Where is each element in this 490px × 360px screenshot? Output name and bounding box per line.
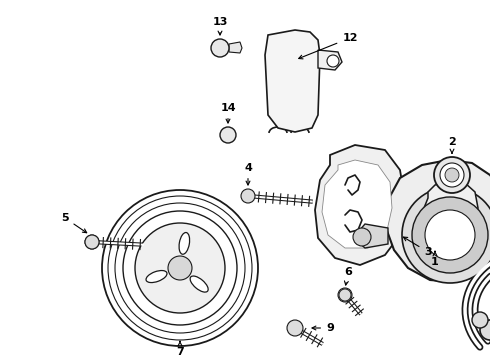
Polygon shape bbox=[229, 42, 242, 53]
Circle shape bbox=[434, 157, 470, 193]
Circle shape bbox=[241, 189, 255, 203]
Text: 4: 4 bbox=[244, 163, 252, 185]
Circle shape bbox=[211, 39, 229, 57]
Circle shape bbox=[339, 289, 351, 301]
Circle shape bbox=[102, 190, 258, 346]
Text: 3: 3 bbox=[403, 237, 432, 257]
Polygon shape bbox=[322, 160, 392, 248]
Text: 9: 9 bbox=[312, 323, 334, 333]
Circle shape bbox=[480, 320, 490, 340]
Text: 8: 8 bbox=[0, 359, 1, 360]
Circle shape bbox=[440, 163, 464, 187]
Ellipse shape bbox=[190, 276, 208, 292]
Text: 11: 11 bbox=[0, 359, 1, 360]
Ellipse shape bbox=[146, 270, 167, 283]
Text: 6: 6 bbox=[344, 267, 352, 285]
Circle shape bbox=[338, 288, 352, 302]
Circle shape bbox=[445, 168, 459, 182]
Ellipse shape bbox=[179, 233, 190, 254]
Circle shape bbox=[412, 197, 488, 273]
Text: 12: 12 bbox=[299, 33, 358, 59]
Circle shape bbox=[85, 235, 99, 249]
Circle shape bbox=[353, 228, 371, 246]
Circle shape bbox=[168, 256, 192, 280]
Circle shape bbox=[85, 235, 99, 249]
Circle shape bbox=[287, 320, 303, 336]
Text: 7: 7 bbox=[176, 341, 184, 357]
Polygon shape bbox=[424, 182, 478, 235]
Polygon shape bbox=[318, 50, 342, 70]
Polygon shape bbox=[358, 224, 388, 248]
Circle shape bbox=[402, 187, 490, 283]
Text: 5: 5 bbox=[61, 213, 87, 233]
Circle shape bbox=[220, 127, 236, 143]
Polygon shape bbox=[386, 160, 490, 282]
Circle shape bbox=[123, 211, 237, 325]
Text: 13: 13 bbox=[212, 17, 228, 35]
Circle shape bbox=[472, 312, 488, 328]
Circle shape bbox=[327, 55, 339, 67]
Polygon shape bbox=[315, 145, 405, 265]
Text: 2: 2 bbox=[448, 137, 456, 153]
Text: 14: 14 bbox=[220, 103, 236, 123]
Circle shape bbox=[135, 223, 225, 313]
Circle shape bbox=[425, 210, 475, 260]
Text: 1: 1 bbox=[431, 251, 439, 267]
Circle shape bbox=[288, 321, 302, 335]
Text: 10: 10 bbox=[0, 359, 1, 360]
Polygon shape bbox=[265, 30, 320, 132]
